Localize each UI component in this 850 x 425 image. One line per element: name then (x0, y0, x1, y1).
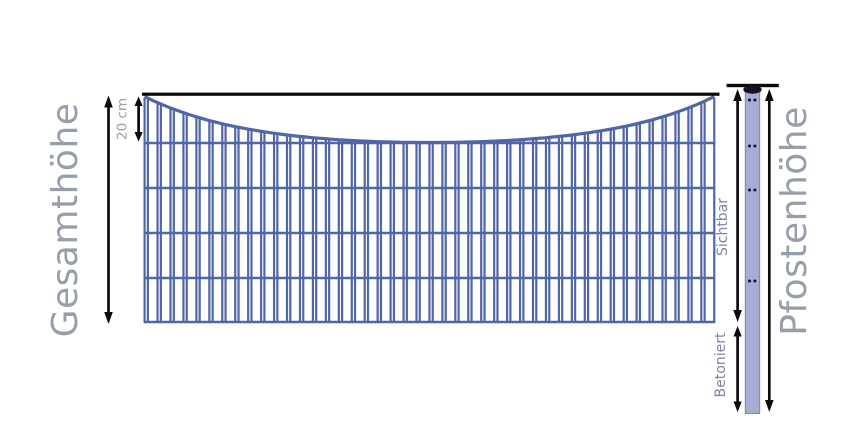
post-clip-dot (753, 279, 757, 283)
total-height-label: Gesamthöhe (45, 102, 86, 338)
total-height-arrow-head-up (104, 95, 113, 108)
concreted-depth-arrow (733, 326, 742, 412)
panel-top-reference-bar (142, 92, 720, 96)
concreted-depth-arrow-head-down (733, 401, 742, 412)
visible-height-arrow (733, 89, 742, 322)
total-height-arrow (104, 95, 113, 324)
post-body (744, 87, 761, 414)
fence-horizontal-wires (143, 141, 716, 324)
concreted-depth-arrow-head-up (733, 326, 742, 337)
visible-height-arrow-head-down (733, 310, 742, 322)
post-clip-dot (748, 144, 751, 148)
fence-top-curve-wire (143, 95, 715, 145)
post-height-arrow-head-up (765, 89, 774, 101)
post-height-label: Pfostenhöhe (774, 106, 815, 336)
fence-mesh (143, 95, 716, 324)
concreted-depth-label: Betoniert (713, 332, 729, 398)
dip-depth-arrow-head-up (134, 96, 143, 106)
visible-height-arrow-head-up (733, 89, 742, 101)
fence-vertical-bars (143, 97, 716, 322)
post-mounting-clips (748, 98, 757, 283)
post-height-arrow-head-down (765, 400, 774, 412)
total-height-arrow-head-down (104, 312, 113, 324)
post-height-arrow (765, 89, 774, 412)
post-clip-dot (748, 279, 751, 283)
dip-depth-arrow (134, 96, 143, 142)
dip-depth-arrow-head-down (134, 132, 143, 142)
dip-depth-label: 20 cm (114, 97, 131, 141)
post-clip-dot (753, 144, 757, 148)
visible-height-label: Sichtbar (715, 197, 731, 257)
post-clip-dot (753, 98, 757, 102)
post-cap (743, 85, 762, 94)
fence-post (726, 83, 779, 414)
post-clip-dot (748, 188, 751, 192)
post-clip-dot (753, 188, 757, 192)
post-clip-dot (748, 98, 751, 102)
